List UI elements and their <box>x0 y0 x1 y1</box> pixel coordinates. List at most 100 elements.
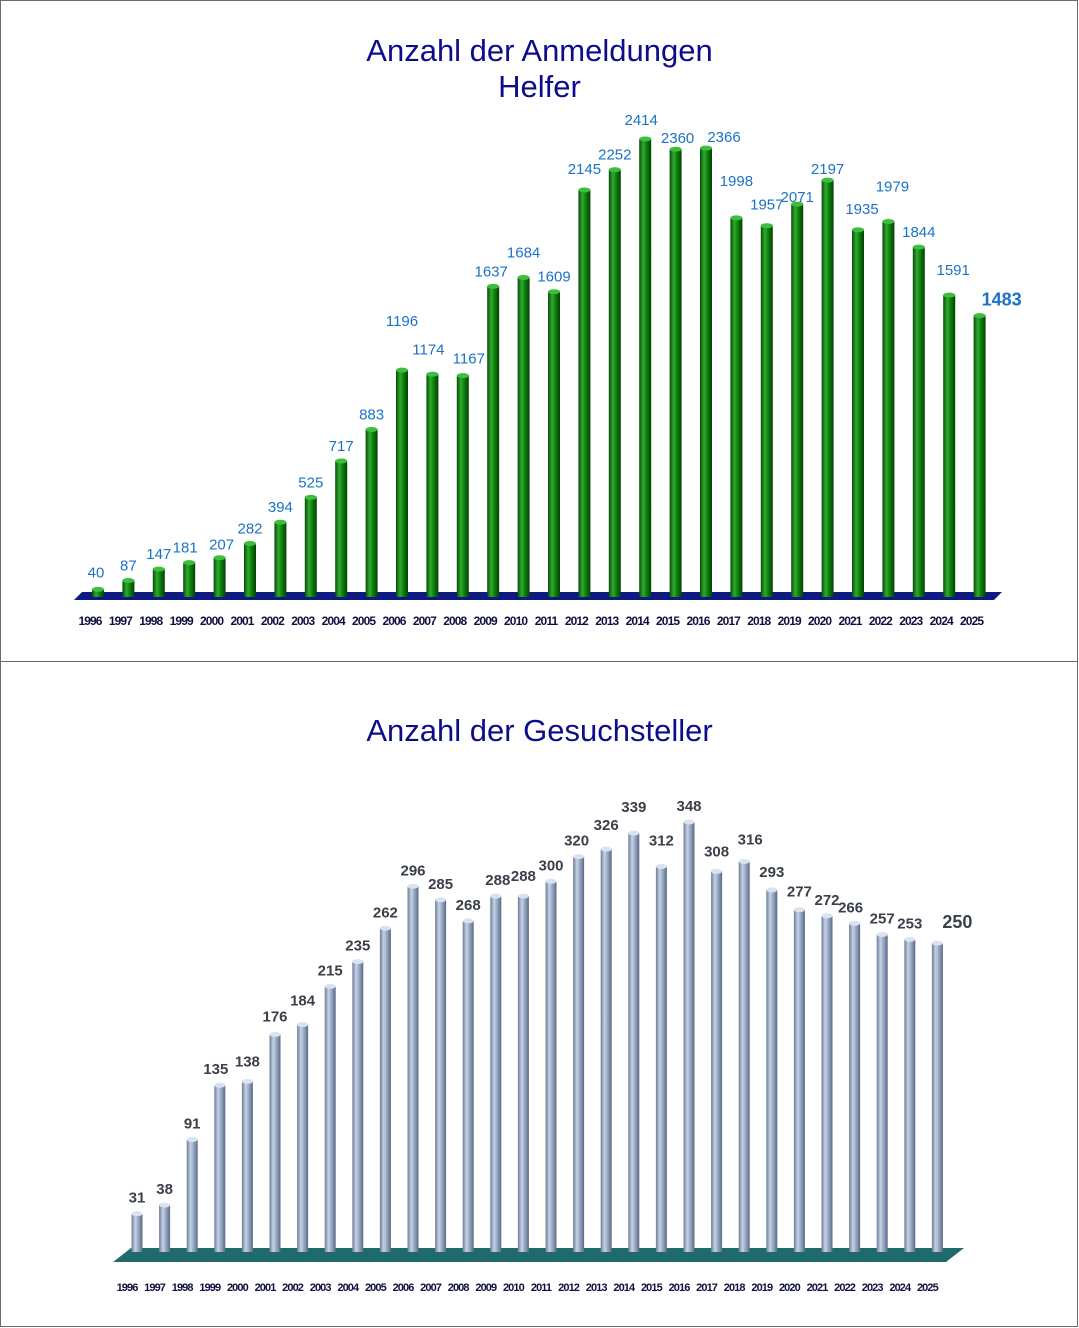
bar-cap <box>186 1137 198 1143</box>
bar-cap <box>426 371 439 377</box>
data-label: 300 <box>538 857 563 874</box>
data-label: 266 <box>838 899 863 916</box>
tick-label: 2007 <box>420 1282 442 1294</box>
bar <box>578 190 591 598</box>
data-label: 2360 <box>661 130 694 147</box>
chart-title-line2: Helfer <box>498 69 581 104</box>
bar <box>738 861 750 1252</box>
tick-label: 2022 <box>834 1282 856 1294</box>
bar <box>943 295 956 597</box>
data-label: 31 <box>129 1190 146 1207</box>
bar <box>396 370 408 597</box>
bar-cap <box>131 1211 143 1217</box>
tick-label: 2020 <box>808 614 832 628</box>
tick-label: 2011 <box>535 614 559 628</box>
bar-cap <box>578 187 591 193</box>
bar-cap <box>396 367 408 373</box>
data-label: 282 <box>237 520 262 537</box>
data-label: 215 <box>318 962 343 979</box>
bar <box>269 1034 281 1252</box>
bar <box>849 923 861 1252</box>
bar-cap <box>573 854 585 860</box>
bar-cap <box>791 201 804 207</box>
bar <box>852 229 864 598</box>
bar-cap <box>297 1022 309 1028</box>
data-label: 2252 <box>598 147 631 164</box>
bar <box>490 896 502 1252</box>
data-label: 1957 <box>750 197 783 214</box>
tick-label: 1999 <box>170 614 194 628</box>
bar <box>639 139 652 597</box>
bar <box>791 204 804 597</box>
bar <box>760 225 773 597</box>
data-label: 525 <box>298 474 323 491</box>
bar <box>213 557 226 597</box>
bar <box>669 149 682 597</box>
bar <box>456 375 469 597</box>
chart-panel-gesuchsteller <box>0 661 1078 1327</box>
bar <box>655 866 667 1252</box>
bar-cap <box>214 1082 226 1088</box>
bar-cap <box>407 883 419 889</box>
bar-cap <box>821 913 833 919</box>
data-label: 1591 <box>937 262 970 279</box>
tick-label: 2009 <box>474 614 498 628</box>
data-label: 316 <box>738 832 763 849</box>
bar-cap <box>608 167 621 173</box>
bar <box>912 247 925 597</box>
tick-label: 2001 <box>255 1282 277 1294</box>
bar <box>335 460 348 597</box>
tick-label: 2002 <box>261 614 285 628</box>
tick-label: 2000 <box>200 614 224 628</box>
bar <box>548 291 560 597</box>
bar <box>545 881 557 1252</box>
bar <box>904 939 916 1252</box>
bar-cap <box>628 830 640 836</box>
data-label: 2414 <box>625 112 658 129</box>
data-label: 296 <box>400 862 425 879</box>
data-label: 288 <box>511 868 536 885</box>
bar <box>274 522 287 597</box>
bar-cap <box>304 494 317 500</box>
bar <box>821 180 834 598</box>
bar <box>700 148 712 597</box>
data-label: 277 <box>787 884 812 901</box>
data-label: 87 <box>120 557 137 574</box>
bar-cap <box>159 1202 171 1208</box>
bar <box>730 217 743 597</box>
tick-label: 2017 <box>717 614 741 628</box>
data-label: 326 <box>594 817 619 834</box>
bar-cap <box>122 577 135 583</box>
tick-label: 1998 <box>139 614 163 628</box>
data-label: 883 <box>359 406 384 423</box>
bar <box>793 909 805 1252</box>
data-label: 1483 <box>982 290 1022 310</box>
tick-label: 2021 <box>807 1282 829 1294</box>
bar-cap <box>213 555 226 561</box>
data-label: 1637 <box>475 263 508 280</box>
bar-cap <box>730 215 743 221</box>
data-label: 235 <box>345 938 370 955</box>
data-label: 257 <box>870 910 895 927</box>
data-label: 138 <box>235 1053 260 1070</box>
tick-label: 2004 <box>322 614 346 628</box>
bar-cap <box>683 819 695 825</box>
bar-cap <box>517 275 530 281</box>
tick-label: 2025 <box>960 614 984 628</box>
bar <box>304 497 317 597</box>
bar-cap <box>435 897 447 903</box>
bar-cap <box>365 426 378 432</box>
bar <box>297 1024 309 1252</box>
bar-cap <box>639 136 652 142</box>
data-label: 717 <box>329 438 354 455</box>
bar-cap <box>517 893 529 899</box>
bar-cap <box>269 1032 281 1038</box>
bar-cap <box>912 244 925 250</box>
data-label: 207 <box>209 537 234 554</box>
data-label: 147 <box>146 546 171 563</box>
tick-label: 2009 <box>475 1282 497 1294</box>
data-label: 308 <box>704 843 729 860</box>
bar-cap <box>324 983 336 989</box>
tick-label: 2025 <box>917 1282 939 1294</box>
bar <box>152 569 165 597</box>
